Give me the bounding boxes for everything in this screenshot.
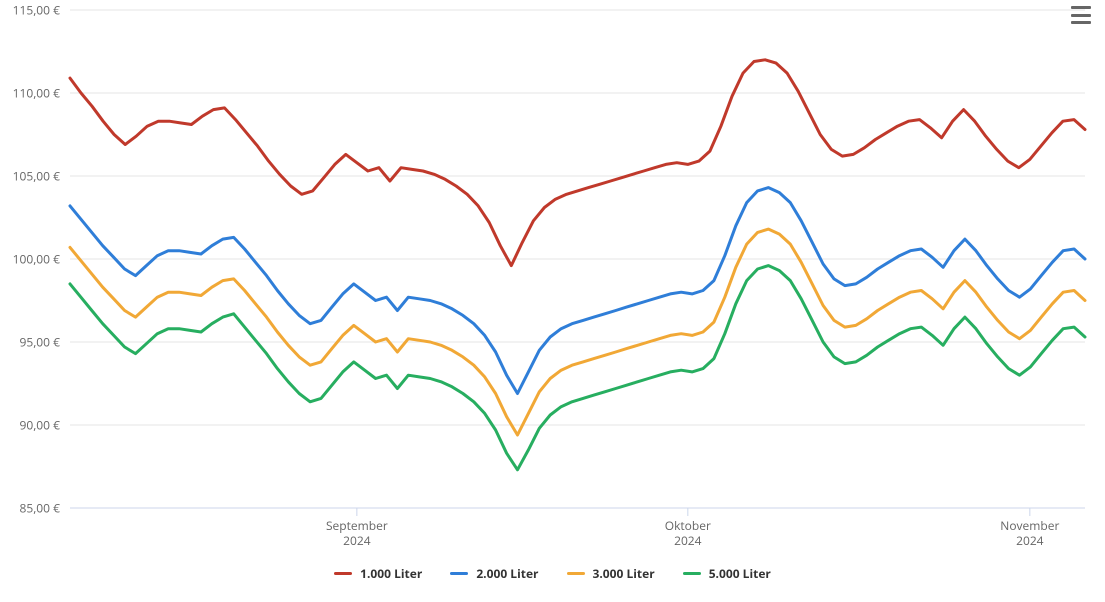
y-axis-tick-label: 105,00 €	[0, 168, 60, 185]
legend-item[interactable]: 3.000 Liter	[567, 565, 655, 582]
y-axis-tick-label: 95,00 €	[0, 334, 60, 351]
y-axis-tick-label: 85,00 €	[0, 500, 60, 517]
legend-item[interactable]: 1.000 Liter	[334, 565, 422, 582]
legend-swatch	[567, 572, 585, 575]
series-line[interactable]	[70, 60, 1085, 266]
legend-label: 2.000 Liter	[476, 565, 538, 582]
y-axis-tick-label: 90,00 €	[0, 417, 60, 434]
legend-item[interactable]: 5.000 Liter	[683, 565, 771, 582]
series-line[interactable]	[70, 229, 1085, 435]
price-chart: { "chart": { "type": "line", "width_px":…	[0, 0, 1105, 602]
legend-swatch	[683, 572, 701, 575]
y-axis-tick-label: 115,00 €	[0, 2, 60, 19]
x-axis-tick-label: September2024	[326, 518, 388, 548]
x-axis-tick-label: November2024	[1000, 518, 1059, 548]
legend: 1.000 Liter 2.000 Liter 3.000 Liter 5.000 L…	[0, 565, 1105, 582]
legend-swatch	[334, 572, 352, 575]
plot-area	[0, 0, 1105, 602]
x-axis-tick-label: Oktober2024	[665, 518, 711, 548]
legend-label: 5.000 Liter	[709, 565, 771, 582]
y-axis-tick-label: 100,00 €	[0, 251, 60, 268]
legend-label: 1.000 Liter	[360, 565, 422, 582]
legend-item[interactable]: 2.000 Liter	[450, 565, 538, 582]
y-axis-tick-label: 110,00 €	[0, 85, 60, 102]
legend-label: 3.000 Liter	[593, 565, 655, 582]
legend-swatch	[450, 572, 468, 575]
series-line[interactable]	[70, 266, 1085, 470]
